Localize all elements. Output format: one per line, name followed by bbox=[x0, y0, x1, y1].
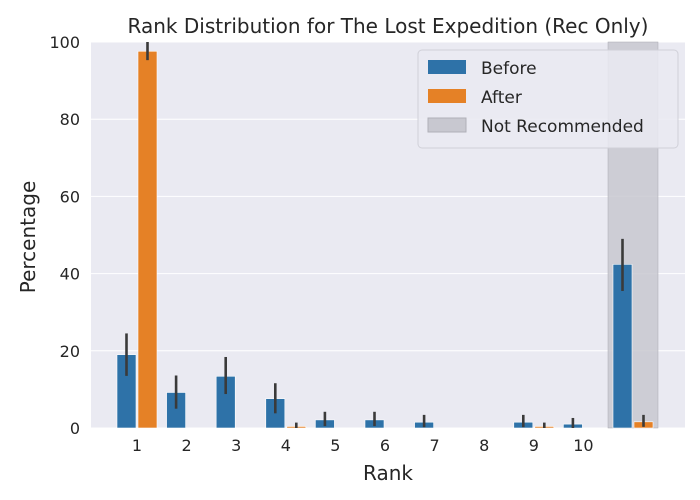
x-tick-label: 3 bbox=[231, 436, 241, 455]
legend-label-after: After bbox=[481, 88, 522, 108]
y-tick-label: 0 bbox=[70, 419, 80, 438]
x-tick-label: 7 bbox=[430, 436, 440, 455]
chart-title: Rank Distribution for The Lost Expeditio… bbox=[128, 14, 649, 38]
y-tick-label: 80 bbox=[60, 110, 80, 129]
y-tick-label: 40 bbox=[60, 265, 80, 284]
x-ticks: 1 2 3 4 5 6 7 8 9 10 bbox=[132, 436, 594, 455]
y-tick-label: 60 bbox=[60, 187, 80, 206]
legend-swatch-before bbox=[428, 60, 466, 74]
legend-label-not-recommended: Not Recommended bbox=[481, 117, 644, 137]
x-tick-label: 6 bbox=[380, 436, 390, 455]
legend-swatch-after bbox=[428, 89, 466, 103]
legend-swatch-not-recommended bbox=[427, 117, 467, 133]
bar-after-1 bbox=[137, 50, 158, 429]
legend: Before After Not Recommended bbox=[417, 49, 679, 149]
legend-label-before: Before bbox=[481, 59, 537, 79]
x-tick-label: 1 bbox=[132, 436, 142, 455]
x-tick-label: 9 bbox=[529, 436, 539, 455]
x-tick-label: 5 bbox=[330, 436, 340, 455]
x-tick-label: 8 bbox=[479, 436, 489, 455]
x-tick-label: 4 bbox=[281, 436, 291, 455]
legend-box bbox=[417, 49, 679, 149]
gridlines bbox=[91, 41, 685, 429]
y-ticks: 0 20 40 60 80 100 bbox=[49, 33, 80, 438]
x-axis-label: Rank bbox=[363, 461, 413, 485]
x-tick-label: 2 bbox=[182, 436, 192, 455]
x-tick-label: 10 bbox=[573, 436, 593, 455]
y-axis-label: Percentage bbox=[16, 181, 40, 294]
error-bars bbox=[125, 42, 645, 428]
y-tick-label: 20 bbox=[60, 342, 80, 361]
y-tick-label: 100 bbox=[49, 33, 80, 52]
